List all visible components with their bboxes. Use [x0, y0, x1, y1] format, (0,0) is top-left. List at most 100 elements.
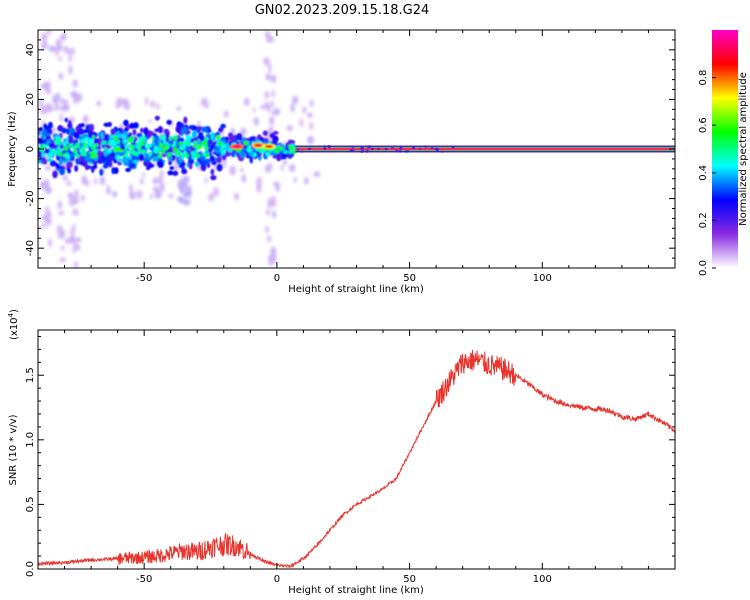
heatmap-speckle — [183, 191, 189, 198]
heatmap-core-cell — [254, 147, 260, 152]
heatmap-speckle — [75, 237, 82, 243]
heatmap-speckle — [68, 54, 72, 63]
heatmap-ridge-cell — [167, 170, 174, 176]
heatmap-ridge-cell — [154, 115, 160, 121]
heatmap-core-cell — [146, 143, 153, 149]
heatmap-ridge-cell — [42, 158, 48, 165]
heatmap-core-cell — [172, 147, 179, 153]
heatmap-speckle — [55, 38, 62, 48]
heatmap-core-cell — [291, 146, 296, 151]
heatmap-speckle — [289, 164, 296, 172]
heatmap-speckle — [141, 172, 146, 178]
heatmap-speckle — [307, 135, 314, 145]
heatmap-speckle — [213, 163, 217, 171]
heatmap-core-cell — [140, 135, 146, 141]
heatmap-core-cell — [127, 137, 132, 143]
colorbar: 0.0 0.2 0.4 0.6 0.8 Normalized spectral ampl… — [698, 30, 749, 276]
heatmap-core-cell — [158, 135, 164, 139]
heatmap-speckle — [302, 106, 307, 114]
heatmap-core-cell — [176, 151, 182, 156]
heatmap-ridge-cell — [132, 128, 137, 136]
heatmap-speckle — [286, 124, 293, 132]
heatmap-ridge-cell — [240, 151, 246, 159]
heatmap-ridge-cell — [47, 158, 53, 162]
heatmap-x-axis: -50 0 50 100 — [37, 30, 649, 284]
heatmap-ridge-cell — [286, 153, 291, 158]
heatmap-steady-speckle — [418, 147, 422, 151]
heatmap-core-cell — [110, 134, 115, 139]
heatmap-ridge-cell — [225, 142, 230, 151]
heatmap-core-cell — [115, 147, 121, 152]
heatmap-steady-speckle — [424, 145, 428, 148]
heatmap-ridge-cell — [220, 136, 226, 142]
heatmap-core-cell — [215, 134, 221, 140]
heatmap-ridge-cell — [48, 121, 53, 129]
colorbar-tick-label: 0.8 — [698, 70, 709, 86]
heatmap-speckle — [293, 177, 297, 183]
heatmap-ridge-cell — [220, 123, 226, 129]
heatmap-speckle — [153, 186, 159, 193]
heatmap-speckle — [185, 186, 191, 193]
heatmap-speckle — [80, 194, 86, 202]
snr-x-tick-label: 0 — [274, 574, 280, 585]
snr-plot-area — [38, 349, 675, 569]
heatmap-core-cell — [71, 145, 76, 150]
heatmap-ridge-cell — [199, 135, 206, 142]
heatmap-ridge-cell — [145, 166, 151, 171]
heatmap-speckle — [54, 50, 60, 56]
heatmap-core-cell — [137, 150, 141, 155]
heatmap-ridge-cell — [275, 153, 282, 162]
heatmap-core-cell — [205, 145, 209, 150]
heatmap-y-tick-label: -20 — [25, 190, 36, 206]
heatmap-core-cell — [162, 149, 165, 154]
heatmap-ridge-cell — [272, 131, 279, 135]
heatmap-speckle — [229, 165, 236, 176]
heatmap-speckle — [264, 90, 269, 100]
colorbar-label: Normalized spectral amplitude — [738, 72, 749, 226]
heatmap-core-cell — [184, 142, 190, 146]
heatmap-speckle — [270, 200, 277, 208]
heatmap-core-cell — [92, 148, 97, 154]
heatmap-speckle — [270, 100, 274, 109]
heatmap-ridge-cell — [201, 126, 208, 133]
heatmap-ridge-cell — [67, 136, 74, 144]
heatmap-core-cell — [63, 146, 69, 151]
heatmap-speckle — [41, 222, 47, 229]
heatmap-speckle — [303, 177, 309, 185]
heatmap-ridge-cell — [152, 155, 159, 162]
heatmap-core-cell — [65, 153, 70, 159]
heatmap-ridge-cell — [133, 159, 139, 164]
heatmap-speckle — [44, 186, 52, 194]
heatmap-core-cell — [205, 152, 210, 158]
heatmap-speckle — [223, 110, 229, 118]
heatmap-steady-speckle — [365, 150, 369, 153]
heatmap-core-cell — [194, 140, 198, 144]
heatmap-speckle — [128, 183, 134, 194]
heatmap-ridge-cell — [91, 160, 98, 165]
heatmap-speckle — [252, 108, 256, 113]
heatmap-core-cell — [192, 144, 198, 148]
heatmap-ridge-cell — [177, 160, 182, 165]
heatmap-steady-speckle — [349, 149, 353, 152]
heatmap-ridge-cell — [78, 123, 82, 128]
heatmap-speckle — [200, 99, 207, 107]
heatmap-speckle — [58, 73, 64, 80]
heatmap-ridge-cell — [121, 134, 127, 140]
heatmap-ridge-cell — [103, 122, 110, 127]
heatmap-ridge-cell — [100, 155, 107, 163]
heatmap-ridge-cell — [82, 160, 89, 165]
heatmap-steady-speckle — [308, 147, 312, 151]
heatmap-ridge-cell — [105, 154, 110, 160]
heatmap-speckle — [81, 175, 87, 185]
heatmap-ridge-cell — [271, 138, 278, 147]
heatmap-speckle — [39, 181, 46, 190]
heatmap-speckle — [99, 176, 106, 186]
heatmap-ridge-cell — [115, 131, 121, 139]
heatmap-speckle — [254, 117, 259, 126]
heatmap-speckle — [256, 182, 262, 193]
heatmap-ridge-cell — [85, 154, 92, 162]
heatmap-ridge-cell — [199, 155, 206, 161]
heatmap-core-cell — [203, 151, 207, 156]
heatmap-speckle — [64, 238, 72, 245]
heatmap-ridge-cell — [56, 154, 61, 161]
